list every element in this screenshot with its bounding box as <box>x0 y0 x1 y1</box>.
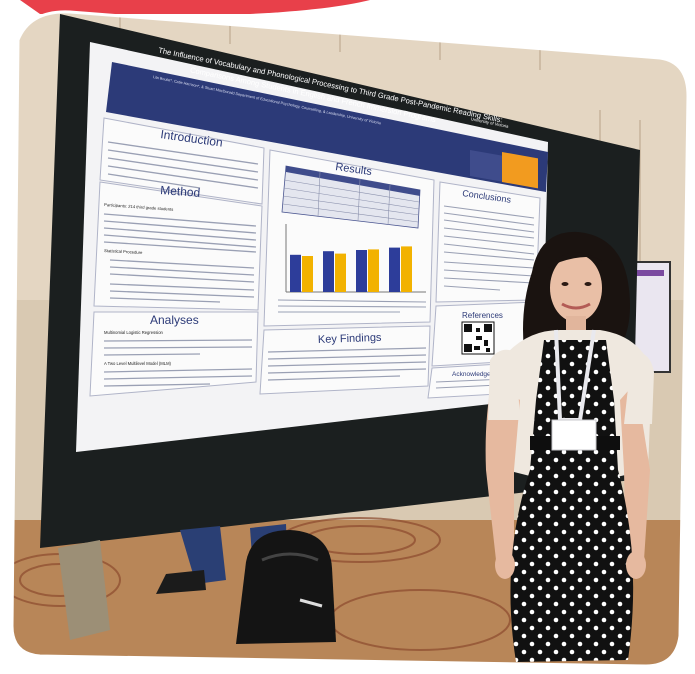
analyses-heading: Analyses <box>150 313 199 327</box>
results-bar-chart <box>285 224 426 293</box>
references-heading: References <box>462 311 503 320</box>
results-table <box>281 165 421 229</box>
red-accent-strip <box>20 0 370 14</box>
conclusions-text-lines <box>443 205 535 291</box>
key-findings-box <box>259 325 431 395</box>
chart-bar <box>290 254 301 292</box>
background-person-legs-left <box>58 540 110 640</box>
introduction-text-lines <box>107 141 259 189</box>
qr-code <box>461 321 495 355</box>
university-logo <box>502 152 538 189</box>
key-findings-text-lines <box>267 347 427 381</box>
method-text-lines <box>103 213 257 253</box>
analyses-item-2: A Two Level Multilevel Model (MLM) <box>104 361 172 366</box>
chart-bar <box>389 247 400 292</box>
figure-caption-lines <box>277 299 427 313</box>
chart-bar <box>302 256 313 292</box>
method-participants: Participants: 214 third grade students <box>104 202 174 212</box>
face <box>550 254 602 322</box>
method-heading: Method <box>160 183 201 200</box>
chart-bar <box>401 246 412 292</box>
acknowledgements-heading: Acknowledgements <box>452 371 509 378</box>
presenter-woman <box>485 231 654 662</box>
polka-dot-dress <box>510 340 634 662</box>
method-box <box>93 181 263 311</box>
statistical-procedure-label: Statistical Procedure <box>104 248 143 255</box>
key-findings-heading: Key Findings <box>318 332 382 346</box>
chart-bar <box>323 251 334 292</box>
chart-bar <box>335 253 346 292</box>
background-person-legs-mid <box>180 526 226 584</box>
results-heading: Results <box>335 161 373 178</box>
chart-bar <box>356 250 367 292</box>
analyses-item-1: Multinomial Logistic Regression <box>104 330 164 335</box>
chart-bar <box>368 249 379 292</box>
poster-banner <box>106 62 548 192</box>
name-badge <box>551 419 597 451</box>
